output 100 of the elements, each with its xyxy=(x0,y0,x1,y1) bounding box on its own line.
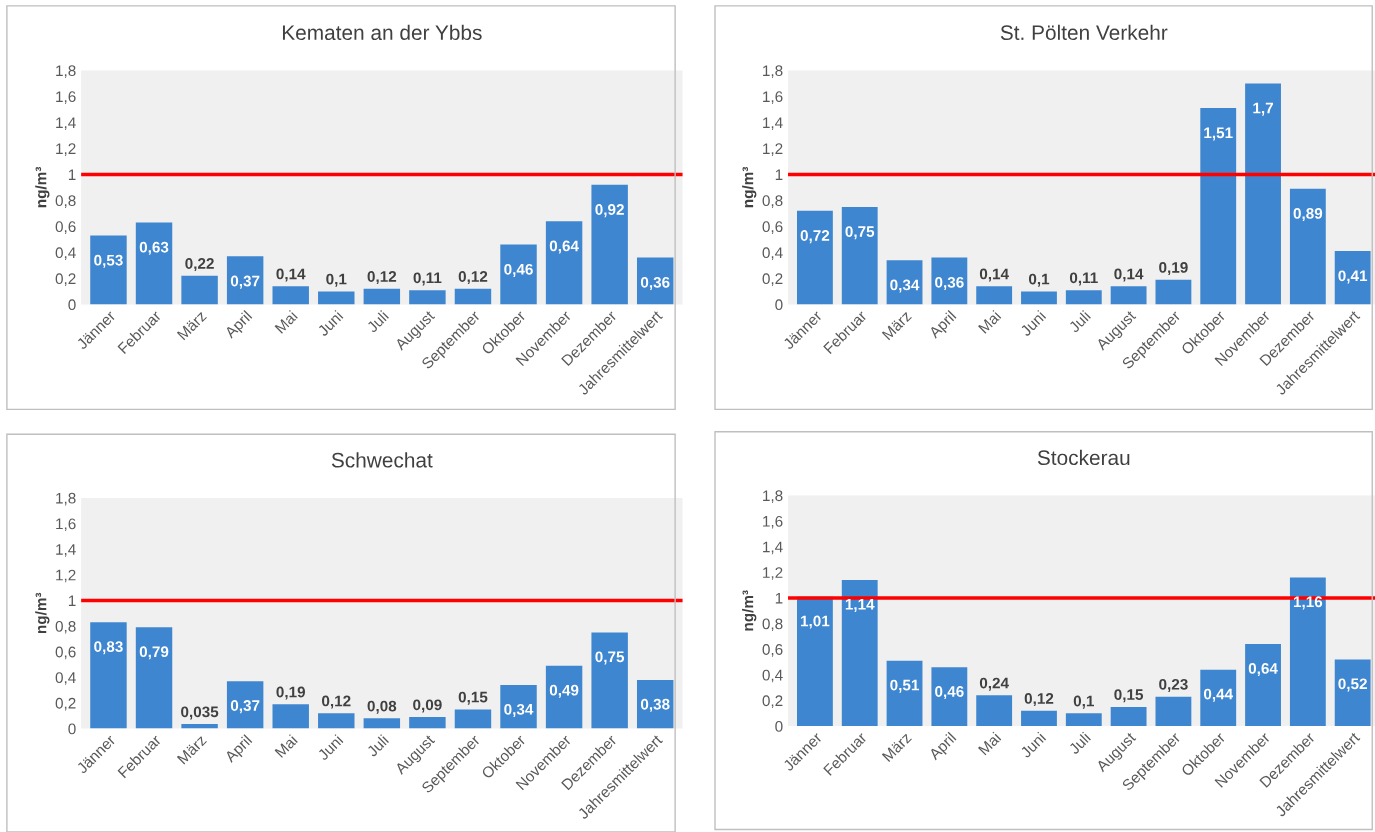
bar xyxy=(1334,251,1371,305)
y-tick-label: 1,2 xyxy=(763,567,783,580)
bar xyxy=(226,256,264,305)
bar xyxy=(1200,108,1237,305)
data-label: 0,36 xyxy=(640,276,670,290)
data-label: 0,83 xyxy=(94,641,123,655)
bar xyxy=(1065,290,1102,305)
data-label: 0,035 xyxy=(181,706,219,720)
bar xyxy=(272,286,309,305)
data-label: 0,75 xyxy=(595,651,625,665)
bar xyxy=(1155,279,1192,305)
x-tick-label: Mai xyxy=(977,310,1002,334)
y-tick-label: 0,4 xyxy=(55,247,76,260)
data-label: 0,64 xyxy=(1248,663,1278,677)
y-tick-label: 1,4 xyxy=(763,541,783,555)
data-label: 1,7 xyxy=(1253,102,1273,116)
bar xyxy=(1155,696,1192,727)
x-tick-label: Mai xyxy=(274,734,298,758)
y-tick-label: 1 xyxy=(775,169,783,180)
bar xyxy=(181,275,218,305)
data-label: 0,92 xyxy=(595,204,624,218)
data-label: 0,36 xyxy=(935,276,964,290)
data-label: 0,53 xyxy=(94,254,123,268)
data-label: 0,38 xyxy=(640,698,670,712)
data-label: 1,51 xyxy=(1204,127,1233,141)
bar xyxy=(409,290,446,305)
data-label: 0,41 xyxy=(1338,270,1368,284)
data-label: 0,89 xyxy=(1293,208,1323,222)
data-label: 0,12 xyxy=(1024,693,1054,707)
y-tick-label: 0,2 xyxy=(55,697,76,711)
bar xyxy=(454,709,492,729)
y-tick-label: 1,4 xyxy=(56,544,76,557)
y-tick-label: 1,2 xyxy=(56,143,76,156)
y-tick-label: 0 xyxy=(775,720,783,732)
x-tick-label: Juli xyxy=(1067,310,1091,334)
data-label: 0,51 xyxy=(890,679,919,693)
data-label: 0,09 xyxy=(413,699,442,713)
y-tick-label: 0,8 xyxy=(762,195,783,208)
data-label: 0,34 xyxy=(504,703,534,717)
data-label: 1,14 xyxy=(845,599,875,612)
y-tick-label: 0,2 xyxy=(762,695,783,708)
data-label: 0,15 xyxy=(1114,689,1144,703)
bar xyxy=(1065,713,1102,727)
bar xyxy=(841,580,878,727)
data-label: 0,15 xyxy=(458,691,488,705)
x-tick-label: Juli xyxy=(365,310,390,334)
bar xyxy=(841,206,878,305)
data-label: 0,1 xyxy=(1073,695,1094,709)
bar xyxy=(318,713,355,729)
data-label: 0,46 xyxy=(504,263,533,277)
bar xyxy=(796,210,833,305)
y-tick-label: 1,8 xyxy=(763,490,783,503)
y-tick-label: 0,6 xyxy=(762,644,783,657)
y-tick-label: 1,4 xyxy=(763,117,783,130)
y-tick-label: 1,8 xyxy=(763,65,783,78)
y-tick-label: 1 xyxy=(68,595,76,606)
y-tick-label: 0,8 xyxy=(762,618,783,632)
y-tick-label: 0,4 xyxy=(55,672,76,685)
y-tick-label: 0,6 xyxy=(55,221,76,234)
bar xyxy=(500,244,537,305)
bar xyxy=(976,286,1013,305)
y-tick-label: 0,6 xyxy=(762,221,783,234)
y-tick-label: 1,6 xyxy=(763,515,783,529)
bar xyxy=(318,291,355,305)
y-tick-label: 0,6 xyxy=(55,646,76,660)
chart-title: St. Pölten Verkehr xyxy=(1000,24,1168,41)
y-tick-label: 0,8 xyxy=(55,620,76,634)
y-tick-label: 1,6 xyxy=(56,91,76,104)
bar xyxy=(454,288,492,305)
y-tick-label: 0 xyxy=(68,723,76,735)
bar xyxy=(976,695,1013,727)
bar xyxy=(1021,291,1057,305)
data-label: 0,1 xyxy=(1028,273,1050,287)
bar xyxy=(272,704,309,729)
bar xyxy=(181,724,218,729)
data-label: 0,11 xyxy=(413,272,442,286)
y-tick-label: 0,4 xyxy=(762,669,783,683)
data-label: 0,44 xyxy=(1203,688,1234,702)
data-label: 0,34 xyxy=(890,279,920,293)
data-label: 0,14 xyxy=(979,268,1009,282)
data-label: 0,79 xyxy=(139,646,169,660)
data-label: 0,19 xyxy=(276,686,306,700)
bar xyxy=(545,665,583,729)
bar xyxy=(1200,669,1237,727)
y-tick-label: 1 xyxy=(68,169,76,180)
data-label: 0,1 xyxy=(326,273,347,287)
bar xyxy=(1021,710,1057,727)
x-tick-label: Juli xyxy=(365,734,390,758)
y-axis-title: ng/m³ xyxy=(742,590,757,631)
y-tick-label: 1 xyxy=(775,592,783,604)
bar xyxy=(1289,188,1326,305)
data-label: 0,24 xyxy=(979,677,1009,691)
bar xyxy=(90,622,127,729)
bar xyxy=(1245,644,1281,727)
y-tick-label: 1,2 xyxy=(763,143,783,156)
data-label: 0,12 xyxy=(458,271,488,285)
y-tick-label: 1,6 xyxy=(56,518,76,532)
bar xyxy=(1110,706,1147,727)
bar xyxy=(363,718,401,729)
data-label: 0,11 xyxy=(1069,272,1098,286)
